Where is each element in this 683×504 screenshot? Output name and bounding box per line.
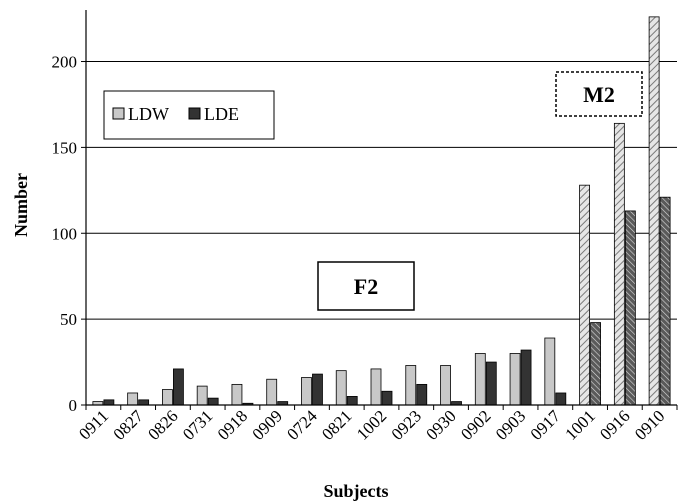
bar-ldw-0930	[440, 365, 451, 406]
bar-lde-0910	[659, 196, 671, 406]
bar-ldw-0903	[509, 353, 521, 406]
x-tick-label: 0826	[144, 406, 181, 443]
x-tick-label: 0930	[422, 406, 459, 443]
bar-lde-0724	[312, 373, 323, 406]
x-tick-label: 0917	[527, 406, 565, 444]
bar-ldw-0918	[231, 383, 243, 406]
bar-ldw-0821	[335, 370, 347, 406]
bar-lde-0731	[207, 397, 219, 406]
bar-lde-0826	[173, 368, 184, 406]
legend-label-lde: LDE	[204, 104, 239, 124]
gridlines	[86, 61, 677, 320]
x-tick-label: 0923	[388, 406, 425, 443]
bar-ldw-0902	[474, 353, 486, 406]
bar-lde-0903	[520, 349, 532, 406]
bar-lde-1002	[381, 390, 393, 406]
bar-lde-0923	[416, 383, 428, 406]
bar-ldw-0731	[196, 385, 208, 406]
annotation-m2: M2	[555, 71, 643, 117]
bars	[92, 16, 671, 406]
bar-lde-0916	[624, 210, 636, 406]
bar-ldw-0923	[405, 365, 417, 406]
bar-lde-0821	[346, 396, 358, 406]
bar-lde-0911	[103, 399, 115, 406]
y-axis-title: Number	[11, 173, 31, 237]
legend-label-ldw: LDW	[128, 104, 169, 124]
bar-lde-1001	[590, 322, 601, 406]
annotation-f2-text: F2	[354, 274, 378, 299]
bar-ldw-1001	[579, 184, 590, 406]
x-tick-label: 0916	[596, 406, 633, 443]
x-tick-label: 0902	[457, 406, 494, 443]
legend: LDW LDE	[103, 90, 275, 140]
x-tick-label: 1001	[561, 406, 598, 443]
annotation-f2: F2	[317, 261, 415, 311]
y-tick-label: 200	[52, 53, 78, 72]
x-tick-label: 0903	[492, 406, 529, 443]
x-tick-label: 0821	[318, 406, 355, 443]
x-tick-label: 1002	[353, 406, 390, 443]
bar-ldw-0917	[544, 337, 556, 406]
legend-swatch-lde	[188, 107, 201, 120]
bar-ldw-0724	[301, 377, 312, 406]
y-tick-label: 50	[60, 310, 77, 329]
bar-ldw-0827	[127, 392, 139, 406]
x-tick-label: 0909	[249, 406, 286, 443]
bar-lde-0902	[485, 361, 497, 406]
bar-ldw-0910	[648, 16, 660, 406]
annotation-m2-text: M2	[583, 82, 615, 107]
x-tick-label: 0918	[214, 406, 251, 443]
legend-swatch-ldw	[112, 107, 125, 120]
x-tick-label: 0827	[109, 406, 147, 444]
bar-lde-0827	[138, 399, 150, 406]
axes	[81, 10, 678, 410]
annotation-m2-box	[555, 71, 643, 117]
x-tick-label: 0910	[631, 406, 668, 443]
y-tick-label: 100	[52, 224, 78, 243]
x-axis-title: Subjects	[323, 481, 388, 501]
bar-ldw-0909	[266, 378, 278, 406]
x-tick-label: 0731	[179, 406, 216, 443]
bar-lde-0917	[555, 392, 567, 406]
bar-ldw-0826	[162, 389, 173, 406]
x-tick-label: 0911	[75, 406, 112, 443]
y-tick-label: 0	[69, 396, 78, 415]
bar-ldw-0916	[613, 122, 625, 406]
annotation-f2-box	[317, 261, 415, 311]
x-tick-label: 0724	[283, 406, 321, 444]
y-tick-label: 150	[52, 138, 78, 157]
bar-ldw-1002	[370, 368, 382, 406]
